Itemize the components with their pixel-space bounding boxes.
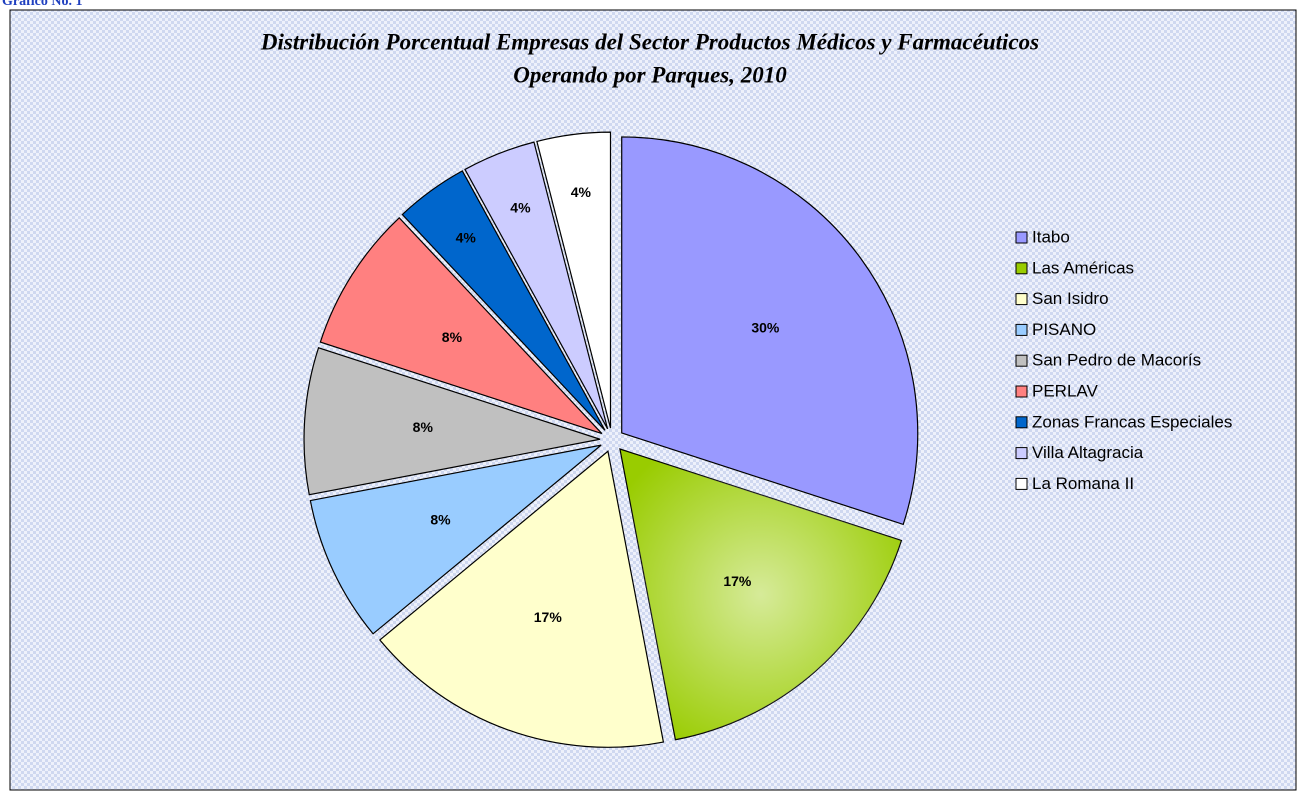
- slice-shine: [621, 136, 918, 525]
- data-label: 8%: [442, 329, 463, 345]
- chart-title: Distribución Porcentual Empresas del Sec…: [260, 29, 1039, 54]
- data-label: 17%: [534, 609, 563, 625]
- slice-shine: [536, 132, 611, 429]
- legend-swatch: [1015, 447, 1028, 460]
- legend-swatch: [1015, 477, 1028, 490]
- legend-swatch: [1015, 262, 1028, 275]
- legend-label: San Isidro: [1032, 289, 1109, 308]
- legend-label: PISANO: [1032, 320, 1096, 339]
- data-label: 4%: [510, 199, 531, 215]
- slice-shine: [379, 451, 664, 748]
- legend-swatch: [1015, 416, 1028, 429]
- data-label: 30%: [751, 319, 780, 335]
- data-label: 8%: [413, 419, 434, 435]
- chart-title: Operando por Parques, 2010: [513, 62, 787, 87]
- legend-swatch: [1015, 231, 1028, 244]
- slice-shine: [464, 142, 608, 429]
- header: Gráfico No. 1: [2, 0, 82, 9]
- data-label: 4%: [571, 184, 592, 200]
- data-label: 17%: [723, 573, 752, 589]
- legend-label: PERLAV: [1032, 381, 1098, 400]
- legend-swatch: [1015, 354, 1028, 367]
- legend-swatch: [1015, 293, 1028, 306]
- legend-label: Zonas Francas Especiales: [1032, 412, 1232, 431]
- slice-shine: [320, 217, 602, 434]
- legend-swatch: [1015, 385, 1028, 398]
- legend-label: La Romana II: [1032, 474, 1134, 493]
- data-label: 4%: [456, 229, 477, 245]
- legend-label: Las Américas: [1032, 258, 1134, 277]
- legend-label: Villa Altagracia: [1032, 443, 1144, 462]
- legend-label: Itabo: [1032, 227, 1070, 246]
- legend-label: San Pedro de Macorís: [1032, 351, 1201, 370]
- legend-swatch: [1015, 323, 1028, 336]
- data-label: 8%: [430, 511, 451, 527]
- slice-shine: [402, 170, 605, 431]
- slice-shine: [619, 449, 902, 740]
- slice-shine: [310, 445, 602, 634]
- slice-shine: [304, 347, 601, 495]
